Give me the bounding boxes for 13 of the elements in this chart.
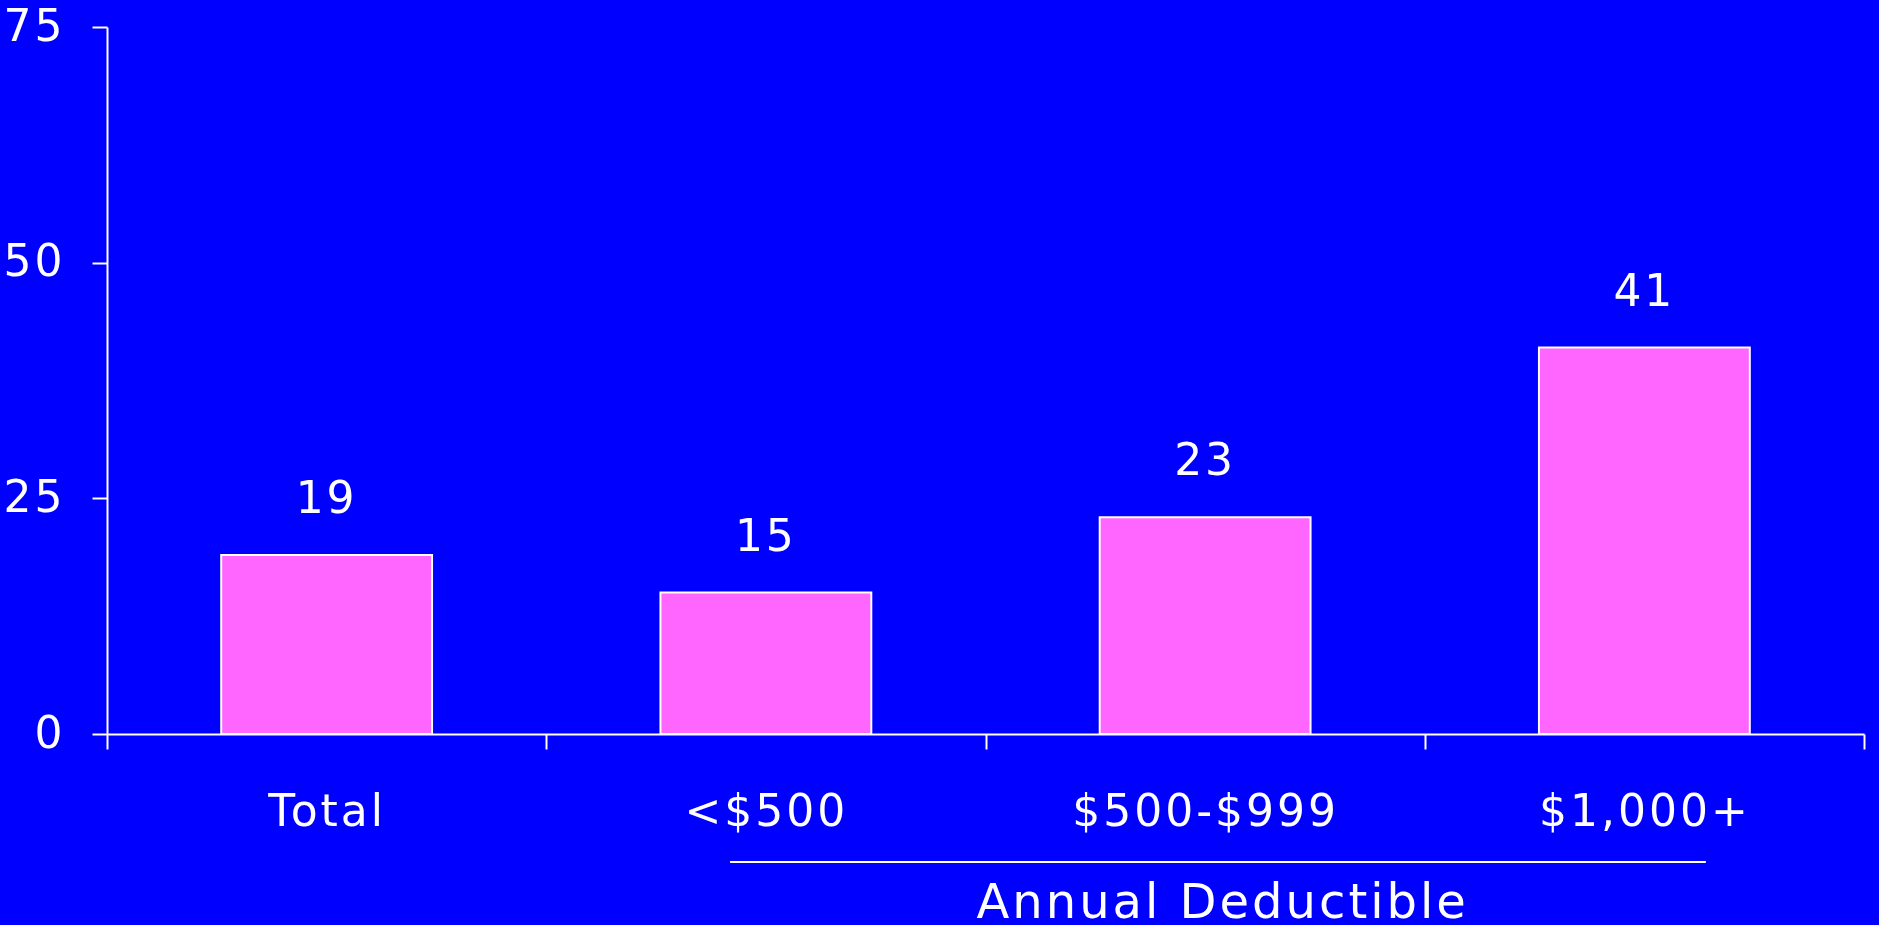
x-tick-label: $500-$999 (1072, 784, 1340, 836)
y-tick-label: 0 (34, 706, 66, 758)
y-tick-label: 25 (3, 470, 66, 522)
y-tick-label: 75 (3, 0, 66, 51)
data-label: 41 (1613, 264, 1676, 316)
x-tick-label: <$500 (684, 784, 849, 836)
data-label: 23 (1174, 434, 1237, 486)
text: Annual Deductible (976, 873, 1469, 925)
data-label: 15 (734, 509, 797, 561)
x-tick-label: $1,000+ (1538, 784, 1751, 836)
data-label: 19 (295, 471, 358, 523)
y-tick-label: 50 (3, 235, 66, 287)
x-tick-label: Total (267, 784, 387, 836)
